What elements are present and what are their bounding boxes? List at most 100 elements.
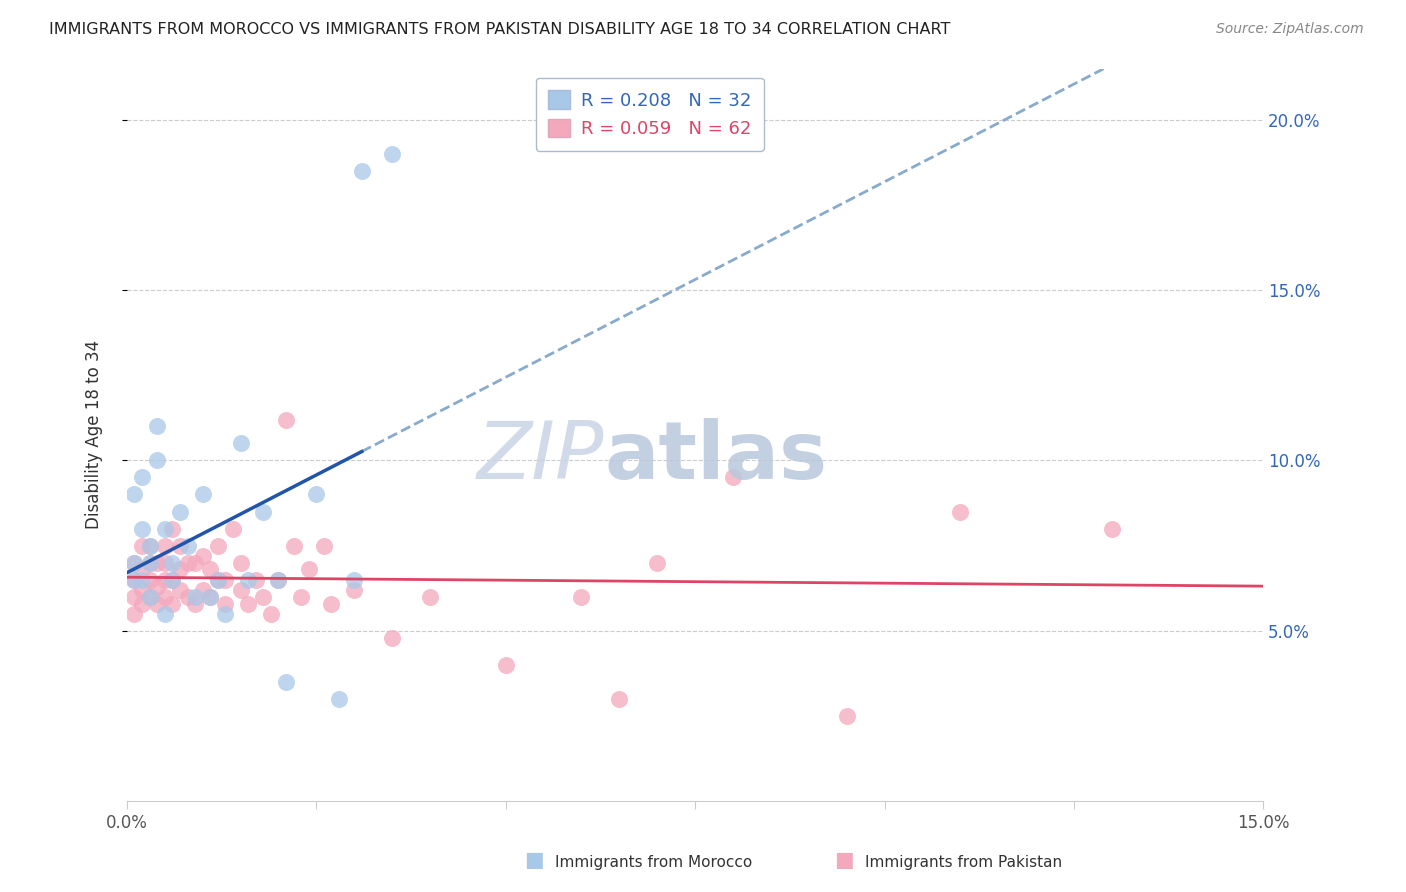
Point [124,607,146,621]
Legend: R = 0.208   N = 32, R = 0.059   N = 62: R = 0.208 N = 32, R = 0.059 N = 62 [536,78,763,151]
Point [124,556,146,570]
Point [169,562,191,576]
Text: Source: ZipAtlas.com: Source: ZipAtlas.com [1216,22,1364,37]
Point [835,709,858,723]
Point [131,597,153,611]
Point [419,590,441,604]
Point [200,590,222,604]
Point [176,539,198,553]
Point [153,573,176,587]
Point [214,573,236,587]
Point [609,692,631,706]
Point [131,573,153,587]
Point [146,580,169,594]
Point [138,590,160,604]
Text: ■: ■ [524,850,544,870]
Point [169,582,191,597]
Point [328,692,350,706]
Point [191,549,214,563]
Point [162,597,184,611]
Point [645,556,668,570]
Point [191,582,214,597]
Point [229,436,252,450]
Point [146,419,169,434]
Point [200,590,222,604]
Point [721,470,744,484]
Point [949,504,972,518]
Point [184,556,207,570]
Point [214,597,236,611]
Point [153,590,176,604]
Point [207,539,229,553]
Point [153,522,176,536]
Point [153,607,176,621]
Point [169,539,191,553]
Point [146,556,169,570]
Point [162,573,184,587]
Point [131,562,153,576]
Point [283,539,305,553]
Point [343,582,366,597]
Point [162,522,184,536]
Point [124,590,146,604]
Point [305,487,328,501]
Point [252,504,274,518]
Point [153,539,176,553]
Point [138,590,160,604]
Point [571,590,593,604]
Point [290,590,312,604]
Point [184,590,207,604]
Point [184,597,207,611]
Point [200,562,222,576]
Point [124,573,146,587]
Point [207,573,229,587]
Point [298,562,321,576]
Point [207,573,229,587]
Point [260,607,283,621]
Point [162,556,184,570]
Text: ■: ■ [834,850,853,870]
Point [176,590,198,604]
Point [252,590,274,604]
Point [229,582,252,597]
Point [131,522,153,536]
Point [138,556,160,570]
Point [153,556,176,570]
Point [245,573,267,587]
Point [267,573,290,587]
Point [176,556,198,570]
Point [131,539,153,553]
Point [138,539,160,553]
Point [495,657,517,672]
Point [236,573,259,587]
Point [124,556,146,570]
Point [146,597,169,611]
Point [274,412,297,426]
Point [381,146,404,161]
Point [169,504,191,518]
Point [138,539,160,553]
Point [312,539,335,553]
Point [214,607,236,621]
Point [131,582,153,597]
Point [1101,522,1123,536]
Text: Immigrants from Morocco: Immigrants from Morocco [555,855,752,870]
Point [381,631,404,645]
Point [124,487,146,501]
Y-axis label: Disability Age 18 to 34: Disability Age 18 to 34 [86,341,103,530]
Point [267,573,290,587]
Point [321,597,343,611]
Text: Immigrants from Pakistan: Immigrants from Pakistan [865,855,1062,870]
Point [229,556,252,570]
Point [138,573,160,587]
Point [131,470,153,484]
Point [162,573,184,587]
Text: IMMIGRANTS FROM MOROCCO VS IMMIGRANTS FROM PAKISTAN DISABILITY AGE 18 TO 34 CORR: IMMIGRANTS FROM MOROCCO VS IMMIGRANTS FR… [49,22,950,37]
Point [236,597,259,611]
Point [146,453,169,467]
Point [138,556,160,570]
Text: atlas: atlas [605,417,827,496]
Point [222,522,245,536]
Point [343,573,366,587]
Text: ZIP: ZIP [477,417,605,496]
